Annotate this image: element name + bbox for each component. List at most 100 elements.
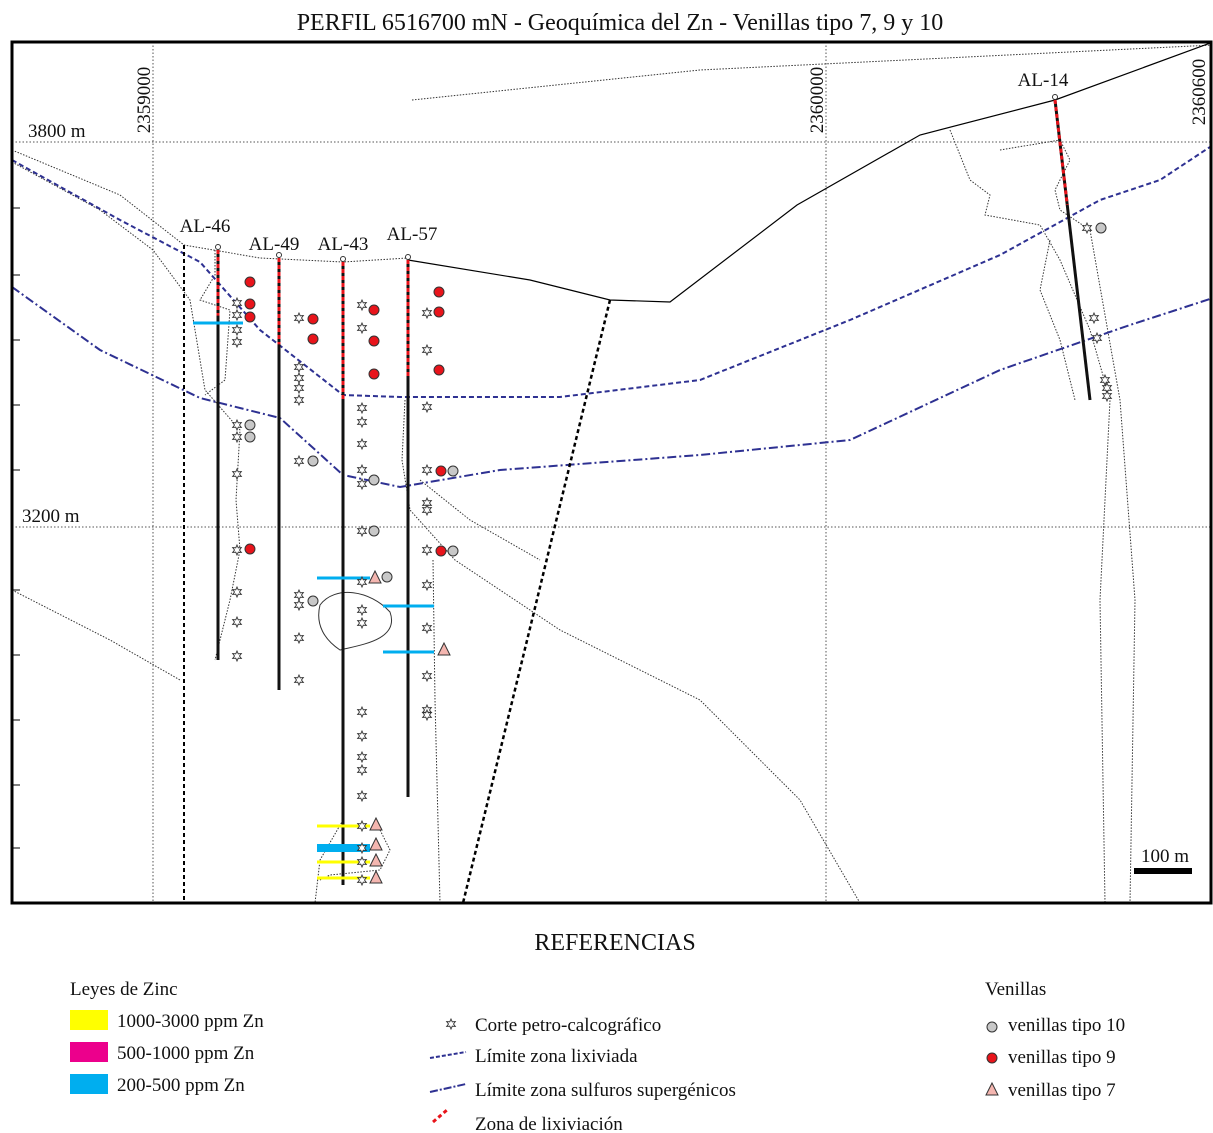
sample-star <box>1099 373 1111 387</box>
sample-star <box>293 360 305 374</box>
sample-star <box>231 418 243 432</box>
veinlet <box>437 641 451 656</box>
geology-line <box>12 149 409 263</box>
sample-star <box>293 673 305 687</box>
title: PERFIL 6516700 mN - Geoquímica del Zn - … <box>297 10 944 36</box>
legend-label: venillas tipo 9 <box>1008 1047 1116 1068</box>
veinlet <box>369 852 383 867</box>
sample-star <box>231 543 243 557</box>
collar <box>276 252 282 258</box>
veinlet <box>435 545 447 557</box>
collar <box>340 256 346 262</box>
veinlet <box>368 525 380 537</box>
legend-label: 1000-3000 ppm Zn <box>117 1011 264 1032</box>
veinlet <box>1095 222 1107 234</box>
legend-swatch <box>70 1010 108 1030</box>
veinlet <box>244 431 256 443</box>
veinlet <box>433 286 445 298</box>
sample-star <box>356 729 368 743</box>
sample-star <box>356 603 368 617</box>
geology-line <box>401 399 861 903</box>
sample-star <box>356 616 368 630</box>
sample-star <box>356 819 368 833</box>
legend: Leyes de Zinc 1000-3000 ppm Zn 500-1000 pp… <box>70 979 1125 1133</box>
sample-star <box>231 308 243 322</box>
sample-star <box>1081 221 1093 235</box>
veinlet <box>307 333 319 345</box>
veinlet <box>369 869 383 884</box>
drillhole-label: AL-14 <box>1018 70 1069 91</box>
sample-star <box>293 598 305 612</box>
sample-star <box>231 649 243 663</box>
veinlet <box>244 311 256 323</box>
legend-label: 200-500 ppm Zn <box>117 1075 245 1096</box>
sample-star <box>356 524 368 538</box>
sample-star <box>1101 389 1113 403</box>
veinlet <box>381 571 393 583</box>
sample-star <box>421 621 433 635</box>
lens <box>318 591 393 651</box>
sample-star <box>231 296 243 310</box>
elevation-label: 3200 m <box>22 506 80 527</box>
sample-star <box>1088 311 1100 325</box>
veinlet <box>986 1052 998 1064</box>
section-content <box>12 42 1211 903</box>
scale-label: 100 m <box>1141 846 1189 867</box>
supergene-limit <box>12 286 1211 489</box>
veinlet <box>369 836 383 851</box>
sample-star <box>421 503 433 517</box>
sample-star <box>421 708 433 722</box>
legend-label: Corte petro-calcográfico <box>475 1015 661 1036</box>
easting-label: 2360600 <box>1189 59 1210 126</box>
veinlet <box>447 465 459 477</box>
sample-star <box>421 578 433 592</box>
legend-label: Límite zona sulfuros supergénicos <box>475 1080 736 1101</box>
geology-line <box>319 829 391 881</box>
legend-swatch <box>70 1074 108 1094</box>
veinlet <box>307 595 319 607</box>
sample-star <box>421 400 433 414</box>
geology-line <box>199 250 231 396</box>
legend-heading: Venillas <box>985 979 1046 1000</box>
sample-star <box>356 789 368 803</box>
sample-star <box>231 335 243 349</box>
sample-star <box>356 415 368 429</box>
veinlet <box>244 419 256 431</box>
sample-star <box>356 298 368 312</box>
cross-section: AL-46 AL-49 AL-43 AL-57 AL-14 3800 m 3200 m 235… <box>10 40 1213 905</box>
geology-line <box>999 139 1136 903</box>
sample-star <box>293 631 305 645</box>
veinlet <box>307 455 319 467</box>
veinlet <box>244 543 256 555</box>
sample-star <box>356 873 368 887</box>
veinlet <box>307 313 319 325</box>
sample-star <box>293 371 305 385</box>
sample-star <box>293 454 305 468</box>
legend-heading: Leyes de Zinc <box>70 979 178 1000</box>
sample-star <box>1091 331 1103 345</box>
veinlet <box>433 306 445 318</box>
legend-label: venillas tipo 7 <box>1008 1080 1116 1101</box>
sample-star <box>231 323 243 337</box>
geology-line <box>12 589 181 681</box>
geology-line <box>314 819 344 903</box>
veinlet <box>985 1081 999 1096</box>
sample-star <box>293 381 305 395</box>
veinlet <box>447 545 459 557</box>
sample-star <box>231 585 243 599</box>
sample-star <box>356 575 368 589</box>
legend-line <box>429 1051 467 1059</box>
collar <box>405 254 411 260</box>
sample-star <box>356 463 368 477</box>
geology-line <box>949 129 1111 903</box>
sample-star <box>356 321 368 335</box>
veinlet <box>368 304 380 316</box>
sample-star <box>356 437 368 451</box>
sample-star <box>356 477 368 491</box>
scale-bar <box>1134 868 1192 874</box>
topography <box>407 42 1211 303</box>
leached-interval <box>1053 99 1069 206</box>
elevation-label: 3800 m <box>28 121 86 142</box>
sample-star <box>293 393 305 407</box>
drillhole-label: AL-57 <box>387 224 438 245</box>
